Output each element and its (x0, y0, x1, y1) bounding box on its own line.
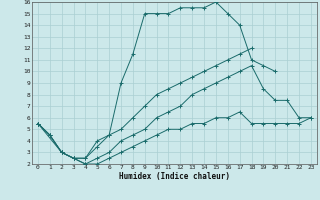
X-axis label: Humidex (Indice chaleur): Humidex (Indice chaleur) (119, 172, 230, 181)
